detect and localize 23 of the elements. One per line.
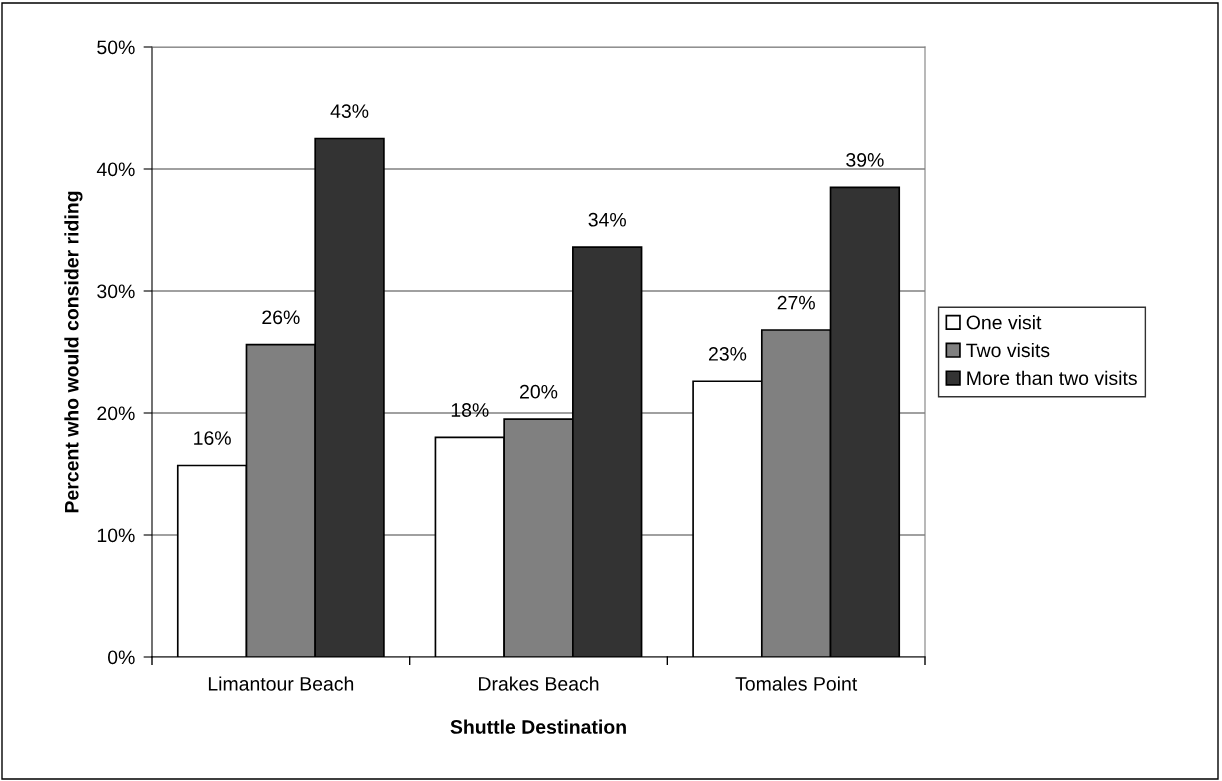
data-label: 43%	[330, 104, 369, 118]
x-tick-label: Tomales Point	[735, 676, 858, 691]
data-label: 23%	[708, 347, 747, 361]
y-tick-label: 10%	[97, 528, 135, 543]
legend-label: Two visits	[966, 342, 1050, 358]
data-label: 26%	[262, 310, 300, 325]
y-tick-label: 50%	[97, 40, 135, 55]
x-tick-label: Limantour Beach	[208, 676, 354, 691]
data-label: 27%	[777, 295, 815, 310]
y-tick-label: 30%	[97, 284, 135, 299]
data-label: 39%	[846, 153, 884, 167]
y-tick-label: 40%	[96, 162, 135, 177]
data-label: 16%	[194, 431, 231, 445]
legend-label: One visit	[966, 315, 1042, 330]
y-tick-label: 20%	[97, 406, 135, 421]
data-label: 20%	[520, 384, 558, 399]
data-label: 18%	[451, 403, 489, 417]
y-tick-label: 0%	[107, 650, 135, 665]
x-tick-label: Drakes Beach	[479, 676, 599, 691]
x-axis-title: Shuttle Destination	[450, 719, 626, 734]
data-label: 34%	[588, 212, 626, 227]
legend-label: More than two visits	[967, 370, 1137, 386]
y-axis-title: Percent who would consider riding	[64, 191, 83, 513]
